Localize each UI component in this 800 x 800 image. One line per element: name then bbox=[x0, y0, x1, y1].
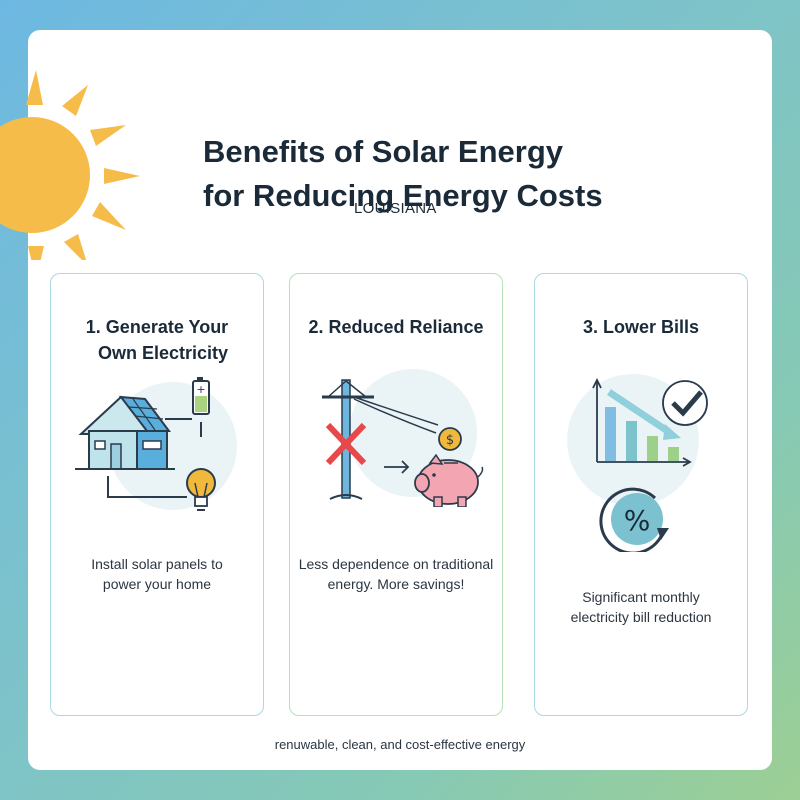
page-title: Benefits of Solar Energy for Reducing En… bbox=[203, 130, 663, 218]
card-title: 3. Lower Bills bbox=[582, 317, 700, 337]
title-line-2: for Reducing Energy Costs bbox=[203, 178, 603, 213]
lower-bills-illustration: % bbox=[567, 374, 708, 552]
card-title: 2. Reduced Reliance bbox=[308, 317, 484, 337]
dollar-coin-icon: $ bbox=[438, 427, 462, 451]
piggy-bank-icon bbox=[414, 453, 484, 507]
sun-icon bbox=[0, 70, 140, 260]
svg-text:+: + bbox=[196, 383, 205, 396]
battery-icon: + bbox=[192, 377, 210, 415]
power-pole-piggy-bank-illustration: $ bbox=[322, 369, 484, 507]
card-description: Install solar panels to power your home bbox=[91, 556, 223, 592]
benefit-card-reduced-reliance: 2. Reduced Reliance $ bbox=[289, 273, 503, 716]
footer-tagline: renuwable, clean, and cost-effective ene… bbox=[274, 737, 526, 752]
svg-text:$: $ bbox=[446, 433, 454, 448]
card-description: Significant monthly electricity bill red… bbox=[570, 589, 712, 625]
region-label: LOUISIANA bbox=[354, 200, 437, 217]
checkmark-circle-icon bbox=[662, 380, 708, 426]
benefit-card-generate-electricity: 1. Generate Your Own Electricity bbox=[50, 273, 264, 716]
card-description: Less dependence on traditional energy. M… bbox=[298, 556, 494, 592]
declining-bar-chart-icon bbox=[592, 377, 692, 467]
benefit-card-lower-bills: 3. Lower Bills bbox=[534, 273, 748, 716]
house-solar-battery-bulb-illustration: + bbox=[75, 377, 237, 511]
svg-text:%: % bbox=[624, 504, 651, 537]
arrow-right-icon bbox=[384, 460, 410, 474]
card-title: 1. Generate Your Own Electricity bbox=[85, 317, 229, 363]
house-with-solar-panels-icon bbox=[75, 395, 175, 470]
title-line-1: Benefits of Solar Energy bbox=[203, 134, 564, 169]
percent-cycle-icon: % bbox=[599, 487, 669, 552]
infographic-panel: Benefits of Solar Energy for Reducing En… bbox=[28, 30, 772, 770]
cross-mark-icon bbox=[325, 422, 367, 466]
light-bulb-icon bbox=[186, 468, 216, 511]
